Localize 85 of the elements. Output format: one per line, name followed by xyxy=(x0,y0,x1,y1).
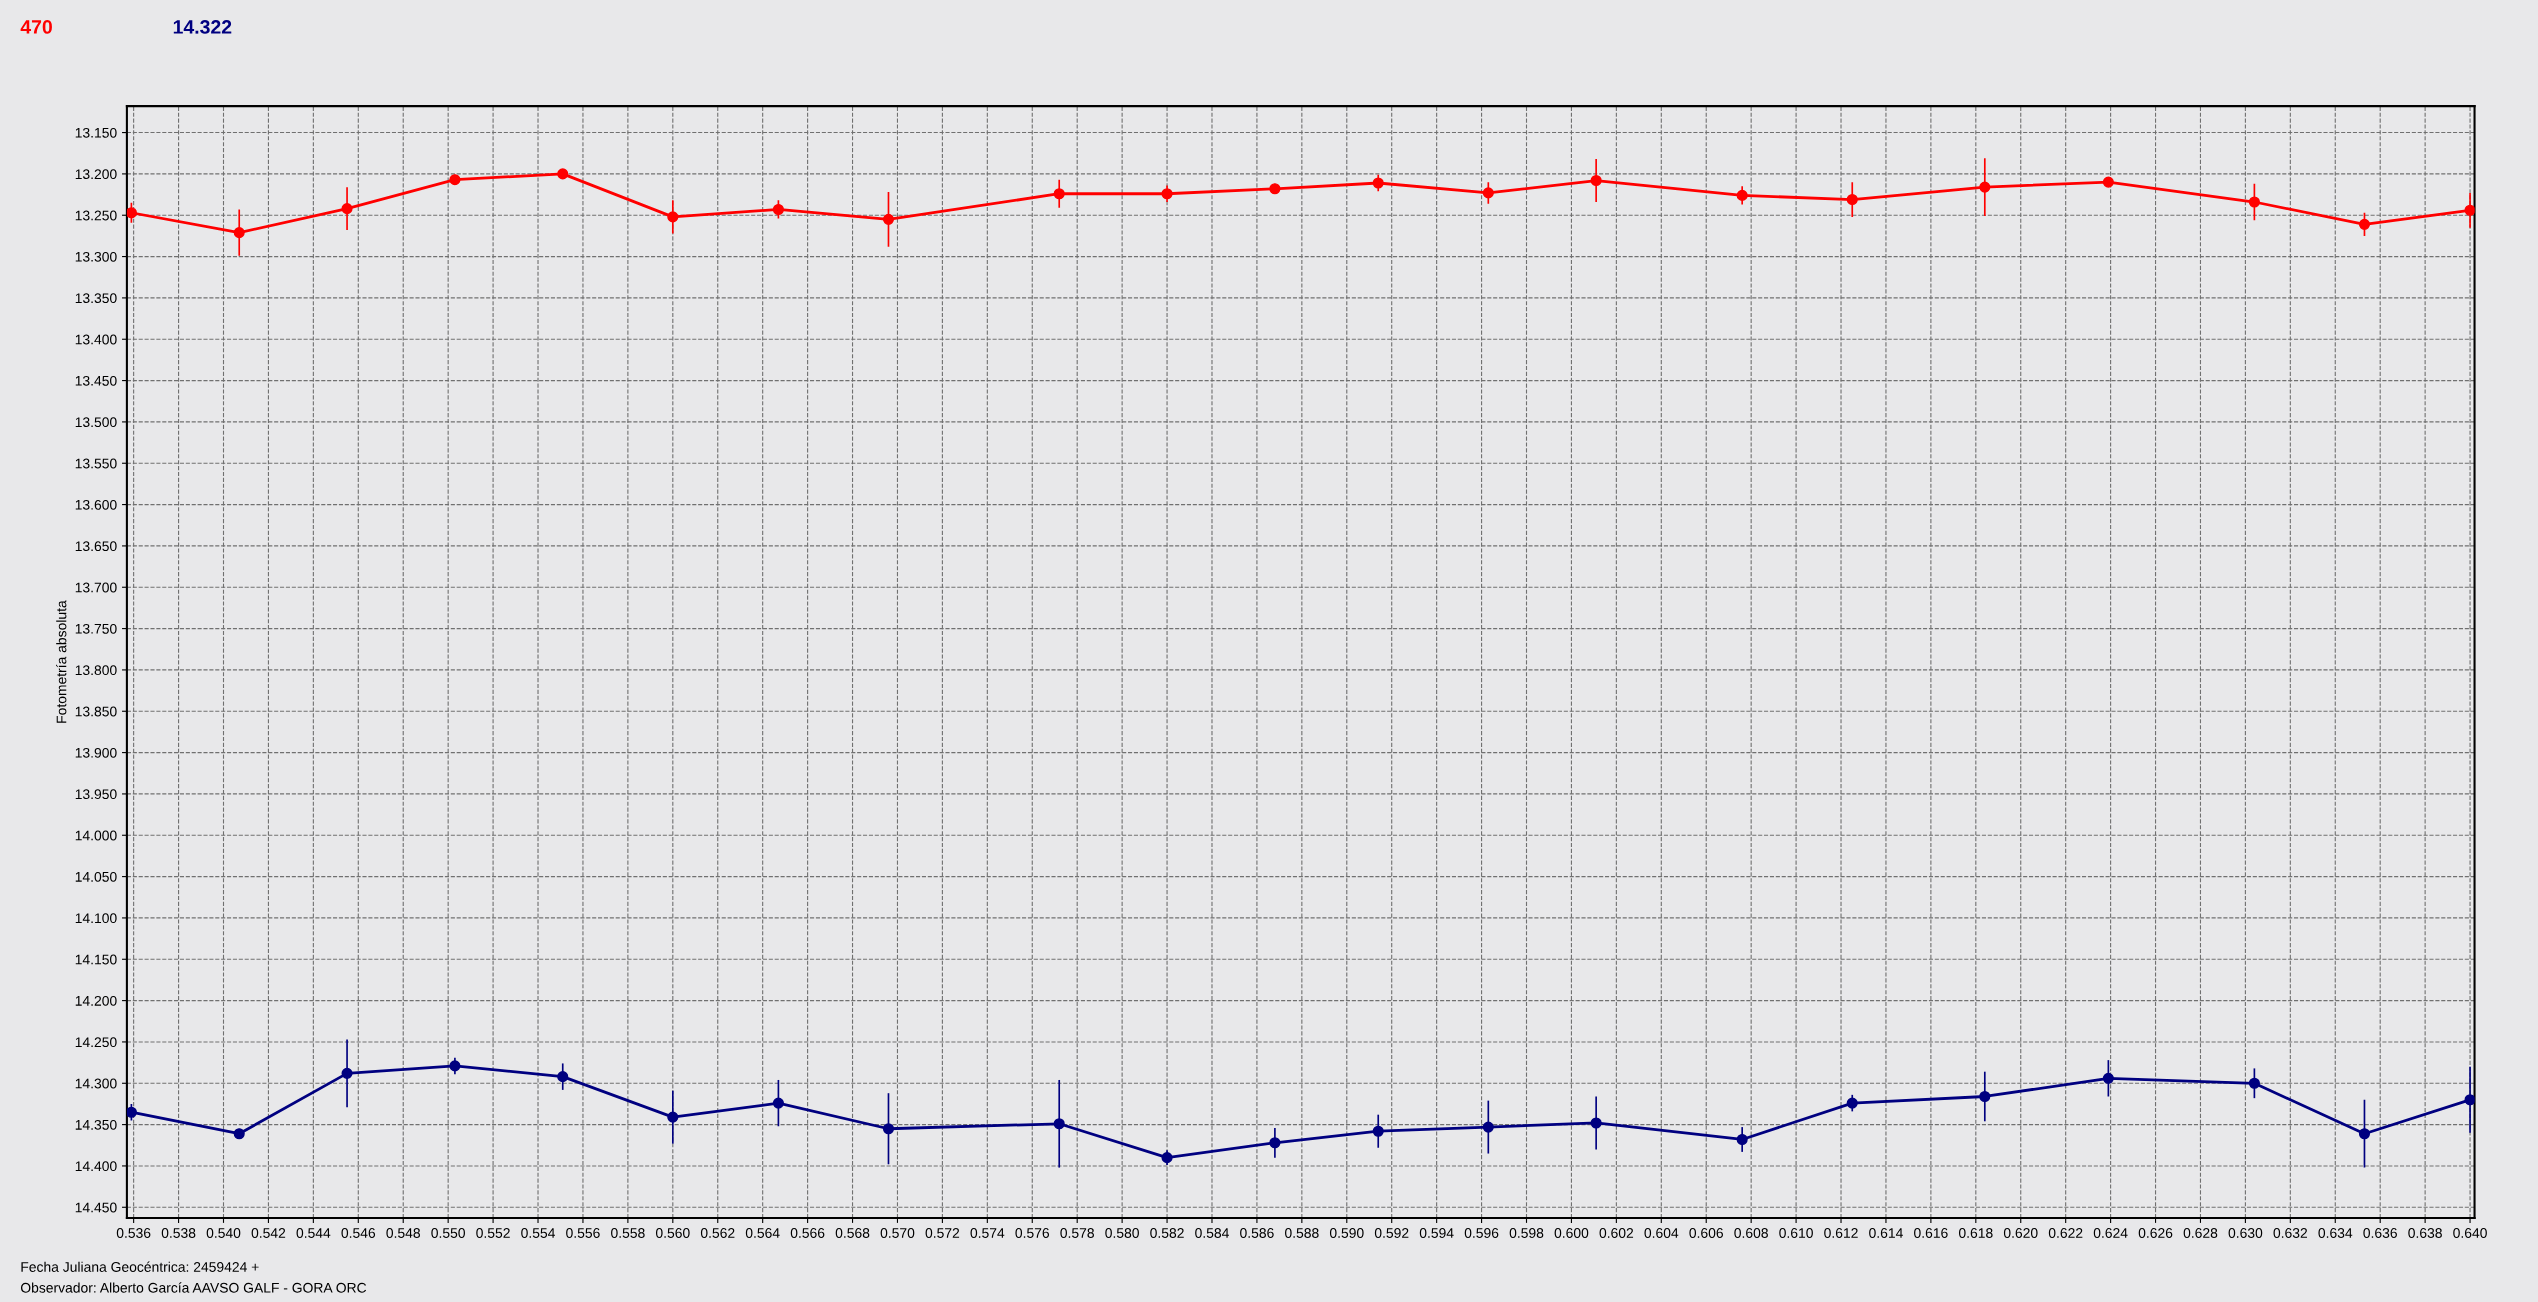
y-tick-label: 13.650 xyxy=(75,541,117,552)
x-tick-label: 0.562 xyxy=(700,1228,735,1238)
x-tick-label: 0.578 xyxy=(1060,1228,1094,1238)
text: 14.322 xyxy=(173,20,232,34)
y-tick-label: 13.400 xyxy=(75,334,117,345)
text: Fecha Juliana Geocéntrica: 2459424 + xyxy=(21,1261,259,1272)
x-tick-label: 0.632 xyxy=(2273,1228,2308,1238)
x-tick-label: 0.600 xyxy=(1554,1228,1589,1238)
x-tick-label: 0.610 xyxy=(1779,1228,1813,1238)
y-tick-label: 14.150 xyxy=(75,954,117,965)
y-tick-label: 13.250 xyxy=(75,210,117,221)
y-tick-label: 13.850 xyxy=(75,706,117,717)
x-tick-label: 0.602 xyxy=(1599,1228,1634,1238)
x-tick-label: 0.584 xyxy=(1195,1228,1229,1238)
x-tick-label: 0.544 xyxy=(296,1228,331,1238)
x-tick-label: 0.634 xyxy=(2318,1228,2353,1238)
x-tick-label: 0.624 xyxy=(2093,1228,2128,1238)
x-tick-label: 0.540 xyxy=(206,1228,241,1238)
x-tick-label: 0.542 xyxy=(251,1228,286,1238)
x-tick-label: 0.626 xyxy=(2138,1228,2173,1238)
x-tick-label: 0.638 xyxy=(2408,1228,2442,1238)
y-tick-label: 14.000 xyxy=(75,830,117,841)
x-tick-label: 0.590 xyxy=(1329,1228,1364,1238)
x-tick-label: 0.598 xyxy=(1509,1228,1544,1238)
x-tick-label: 0.616 xyxy=(1914,1228,1948,1238)
x-tick-label: 0.538 xyxy=(161,1228,196,1238)
x-tick-label: 0.588 xyxy=(1285,1228,1319,1238)
x-tick-label: 0.568 xyxy=(835,1228,870,1238)
y-tick-label: 13.150 xyxy=(75,127,117,138)
x-tick-label: 0.594 xyxy=(1419,1228,1454,1238)
y-tick-label: 14.100 xyxy=(75,913,117,924)
y-tick-label: 14.350 xyxy=(75,1119,117,1130)
y-tick-label: 13.500 xyxy=(75,417,117,428)
y-tick-label: 14.450 xyxy=(75,1202,117,1213)
x-tick-label: 0.608 xyxy=(1734,1228,1768,1238)
y-tick-label: 13.200 xyxy=(75,169,117,180)
x-tick-label: 0.622 xyxy=(2048,1228,2083,1238)
x-tick-label: 0.628 xyxy=(2183,1228,2218,1238)
x-tick-label: 0.570 xyxy=(880,1228,915,1238)
x-tick-label: 0.620 xyxy=(2003,1228,2038,1238)
x-tick-label: 0.592 xyxy=(1374,1228,1409,1238)
x-tick-label: 0.554 xyxy=(521,1228,555,1238)
y-tick-label: 13.950 xyxy=(75,789,117,800)
x-tick-label: 0.630 xyxy=(2228,1228,2263,1238)
x-tick-label: 0.618 xyxy=(1958,1228,1993,1238)
y-tick-label: 13.550 xyxy=(75,458,117,469)
x-tick-label: 0.548 xyxy=(386,1228,420,1238)
y-tick-label: 14.250 xyxy=(75,1037,117,1048)
y-tick-label: 13.900 xyxy=(75,747,117,758)
x-tick-label: 0.574 xyxy=(970,1228,1005,1238)
x-tick-label: 0.586 xyxy=(1240,1228,1274,1238)
y-tick-label: 13.600 xyxy=(75,499,117,510)
text: Observador: Alberto García AAVSO GALF - GORA ORC xyxy=(20,1282,367,1293)
x-tick-label: 0.636 xyxy=(2363,1228,2397,1238)
x-tick-label: 0.566 xyxy=(790,1228,825,1238)
y-tick-label: 13.450 xyxy=(75,375,117,386)
x-tick-label: 0.606 xyxy=(1689,1228,1723,1238)
x-tick-label: 0.564 xyxy=(745,1228,780,1238)
y-tick-label: 13.300 xyxy=(75,251,117,262)
y-tick-label: 14.050 xyxy=(75,871,117,882)
x-tick-label: 0.640 xyxy=(2453,1228,2487,1238)
x-tick-label: 0.614 xyxy=(1869,1228,1903,1238)
x-tick-label: 0.572 xyxy=(925,1228,960,1238)
x-tick-label: 0.558 xyxy=(611,1228,645,1238)
x-tick-label: 0.560 xyxy=(655,1228,690,1238)
x-tick-label: 0.546 xyxy=(341,1228,376,1238)
y-tick-label: 14.300 xyxy=(75,1078,117,1089)
x-tick-label: 0.556 xyxy=(566,1228,600,1238)
x-tick-label: 0.596 xyxy=(1464,1228,1499,1238)
x-tick-label: 0.536 xyxy=(116,1228,151,1238)
x-tick-label: 0.604 xyxy=(1644,1228,1679,1238)
x-tick-label: 0.580 xyxy=(1105,1228,1139,1238)
y-tick-label: 13.700 xyxy=(75,582,117,593)
y-tick-label: 14.200 xyxy=(75,995,117,1006)
x-tick-label: 0.612 xyxy=(1824,1228,1858,1238)
y-tick-label: 13.750 xyxy=(75,623,117,634)
y-tick-label: 13.800 xyxy=(75,665,117,676)
x-tick-label: 0.550 xyxy=(431,1228,465,1238)
x-tick-label: 0.576 xyxy=(1015,1228,1050,1238)
text: 470 xyxy=(20,20,52,34)
y-axis-title: Fotometría absoluta xyxy=(56,600,67,723)
x-tick-label: 0.552 xyxy=(476,1228,510,1238)
y-tick-label: 14.400 xyxy=(75,1161,117,1172)
x-tick-label: 0.582 xyxy=(1150,1228,1184,1238)
y-tick-label: 13.350 xyxy=(75,293,117,304)
